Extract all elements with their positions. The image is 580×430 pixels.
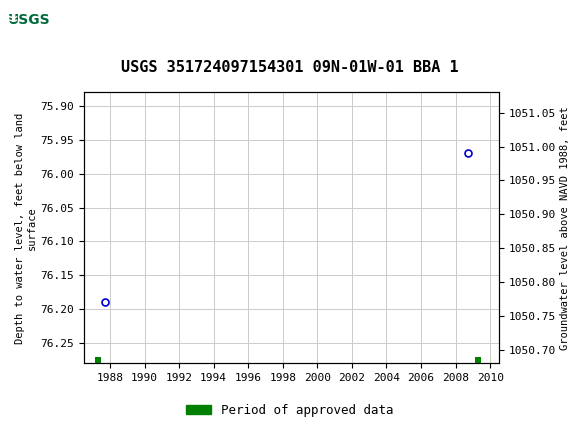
- Text: USGS 351724097154301 09N-01W-01 BBA 1: USGS 351724097154301 09N-01W-01 BBA 1: [121, 60, 459, 75]
- Y-axis label: Depth to water level, feet below land
surface: Depth to water level, feet below land su…: [15, 112, 37, 344]
- Legend: Period of approved data: Period of approved data: [181, 399, 399, 421]
- Text: ≈: ≈: [3, 10, 19, 29]
- FancyBboxPatch shape: [5, 3, 54, 37]
- Text: USGS: USGS: [8, 13, 50, 27]
- Y-axis label: Groundwater level above NAVD 1988, feet: Groundwater level above NAVD 1988, feet: [560, 106, 570, 350]
